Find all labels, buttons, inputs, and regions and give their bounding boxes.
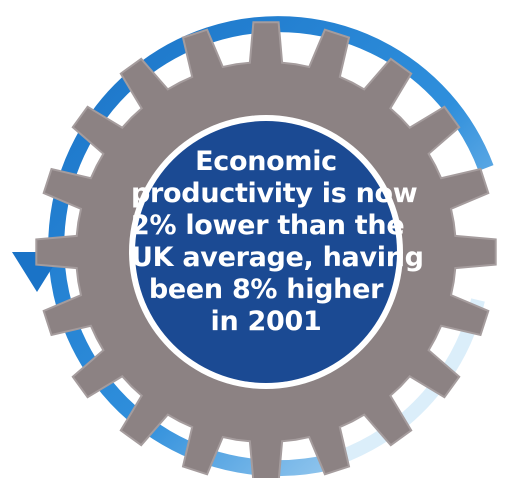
message-line-3: 2% lower than the [131, 210, 405, 242]
message-line-2: productivity is now [131, 178, 418, 209]
message-line-4: UK average, having [131, 242, 424, 273]
lower-highlight: 2% lower [131, 210, 269, 241]
center-circle [135, 121, 397, 383]
message-line-6: in 2001 [210, 306, 322, 337]
productivity-statement: Economic productivity is now 2% lower th… [131, 146, 424, 338]
message-line-3-rest: than the [268, 210, 405, 241]
higher-highlight: 8% higher [231, 274, 384, 305]
message-line-1: Economic [195, 146, 337, 177]
message-line-5-start: been [148, 274, 232, 305]
message-line-5: been 8% higher [131, 274, 401, 306]
